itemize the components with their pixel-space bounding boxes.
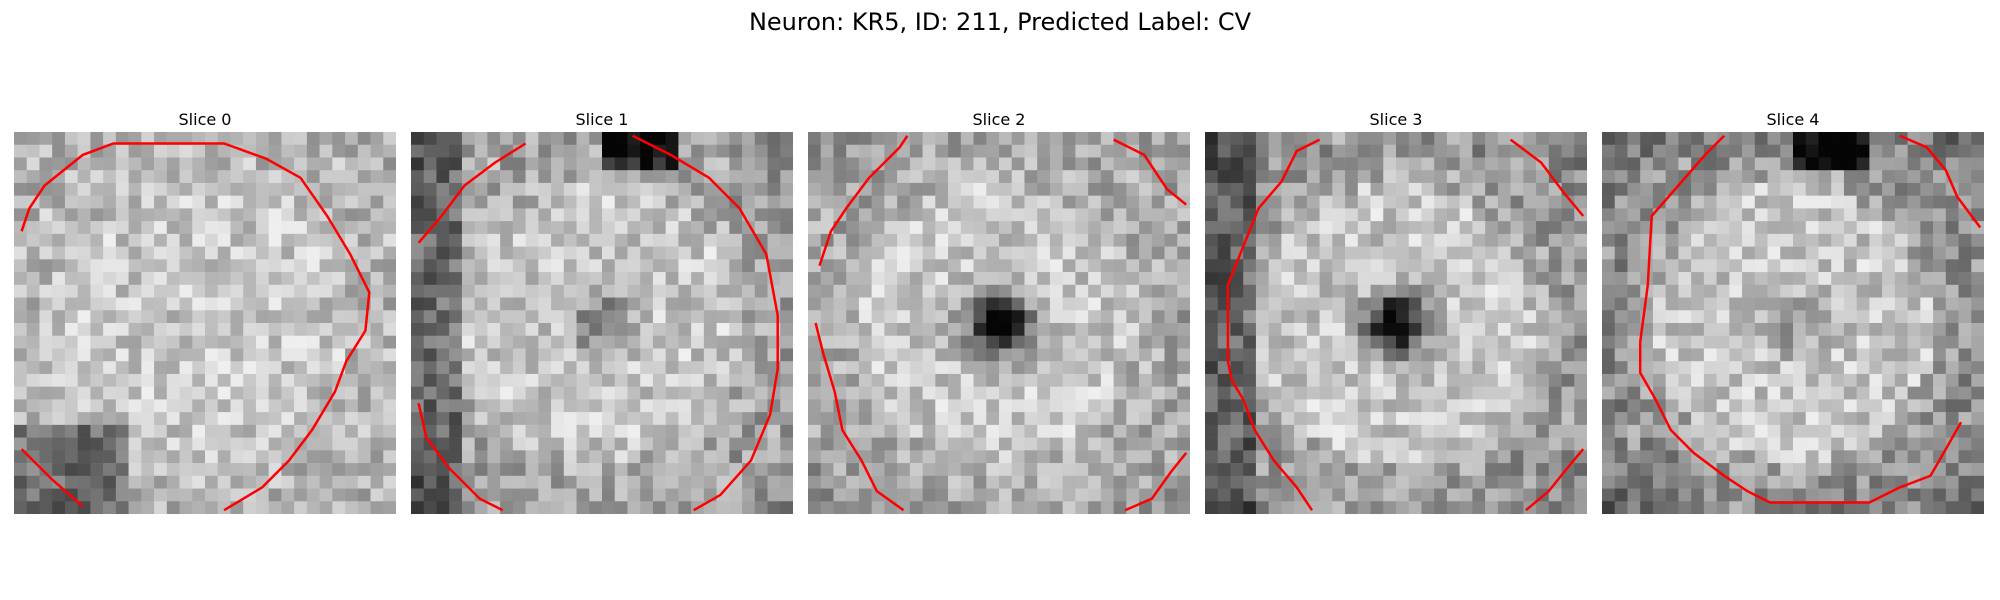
pixel-grid — [1205, 132, 1587, 514]
slice-panel: Slice 2 — [806, 108, 1192, 514]
cell-contour — [632, 134, 779, 512]
cell-contour — [1124, 452, 1188, 512]
slice-title: Slice 3 — [1369, 110, 1423, 129]
cell-contour — [20, 142, 371, 512]
slice-image — [1602, 132, 1984, 514]
figure-title: Neuron: KR5, ID: 211, Predicted Label: C… — [748, 8, 1252, 36]
cell-contour — [417, 142, 527, 244]
slice-title: Slice 0 — [178, 110, 232, 129]
slice-panel: Slice 1 — [409, 108, 795, 514]
cell-contour — [1509, 138, 1585, 217]
pixel-grid — [808, 132, 1190, 514]
cell-contour — [1226, 138, 1321, 304]
cell-contour — [1525, 448, 1585, 512]
cell-contour — [814, 322, 905, 512]
cell-contour — [1638, 134, 1726, 343]
slice-panel: Slice 3 — [1203, 108, 1589, 514]
cell-contour — [1113, 138, 1187, 206]
cell-contour — [1899, 134, 1982, 229]
slice-image — [1205, 132, 1587, 514]
slice-title: Slice 4 — [1766, 110, 1820, 129]
slice-title: Slice 1 — [575, 110, 629, 129]
slice-title: Slice 2 — [972, 110, 1026, 129]
slice-panel: Slice 0 — [12, 108, 398, 514]
pixel-grid — [1602, 132, 1984, 514]
slice-image — [808, 132, 1190, 514]
pixel-grid — [411, 132, 793, 514]
slice-image — [411, 132, 793, 514]
cell-contour — [1226, 303, 1314, 511]
slice-panel: Slice 4 — [1600, 108, 1986, 514]
cell-contour — [1638, 342, 1963, 504]
cell-contour — [417, 402, 504, 512]
slice-image — [14, 132, 396, 514]
cell-contour — [20, 448, 84, 508]
pixel-grid — [14, 132, 396, 514]
cell-contour — [818, 135, 909, 267]
